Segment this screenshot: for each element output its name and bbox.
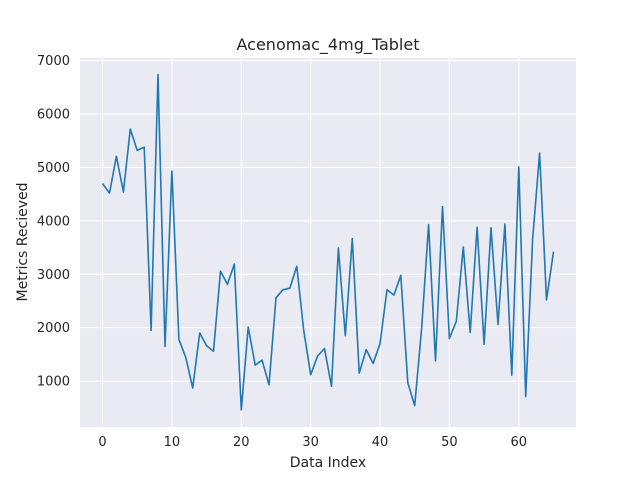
y-tick-label: 3000 xyxy=(37,268,70,283)
grid-lines xyxy=(80,58,576,427)
x-axis-label: Data Index xyxy=(290,455,366,471)
series-line xyxy=(101,73,555,411)
x-axis-ticks: 0 10 20 30 40 50 60 xyxy=(98,435,527,450)
chart-title: Acenomac_4mg_Tablet xyxy=(237,35,420,55)
x-tick-label: 50 xyxy=(441,435,458,450)
x-tick-label: 60 xyxy=(510,435,527,450)
x-tick-label: 0 xyxy=(98,435,106,450)
x-tick-label: 20 xyxy=(233,435,250,450)
y-axis-label: Metrics Recieved xyxy=(15,183,31,302)
y-tick-label: 2000 xyxy=(37,321,70,336)
x-tick-label: 30 xyxy=(302,435,319,450)
y-tick-label: 5000 xyxy=(37,161,70,176)
y-tick-label: 1000 xyxy=(37,375,70,390)
y-axis-ticks: 1000 2000 3000 4000 5000 6000 7000 xyxy=(37,54,70,389)
x-tick-label: 10 xyxy=(164,435,181,450)
y-tick-label: 6000 xyxy=(37,108,70,123)
y-tick-label: 7000 xyxy=(37,54,70,69)
y-tick-label: 4000 xyxy=(37,214,70,229)
x-tick-label: 40 xyxy=(372,435,389,450)
